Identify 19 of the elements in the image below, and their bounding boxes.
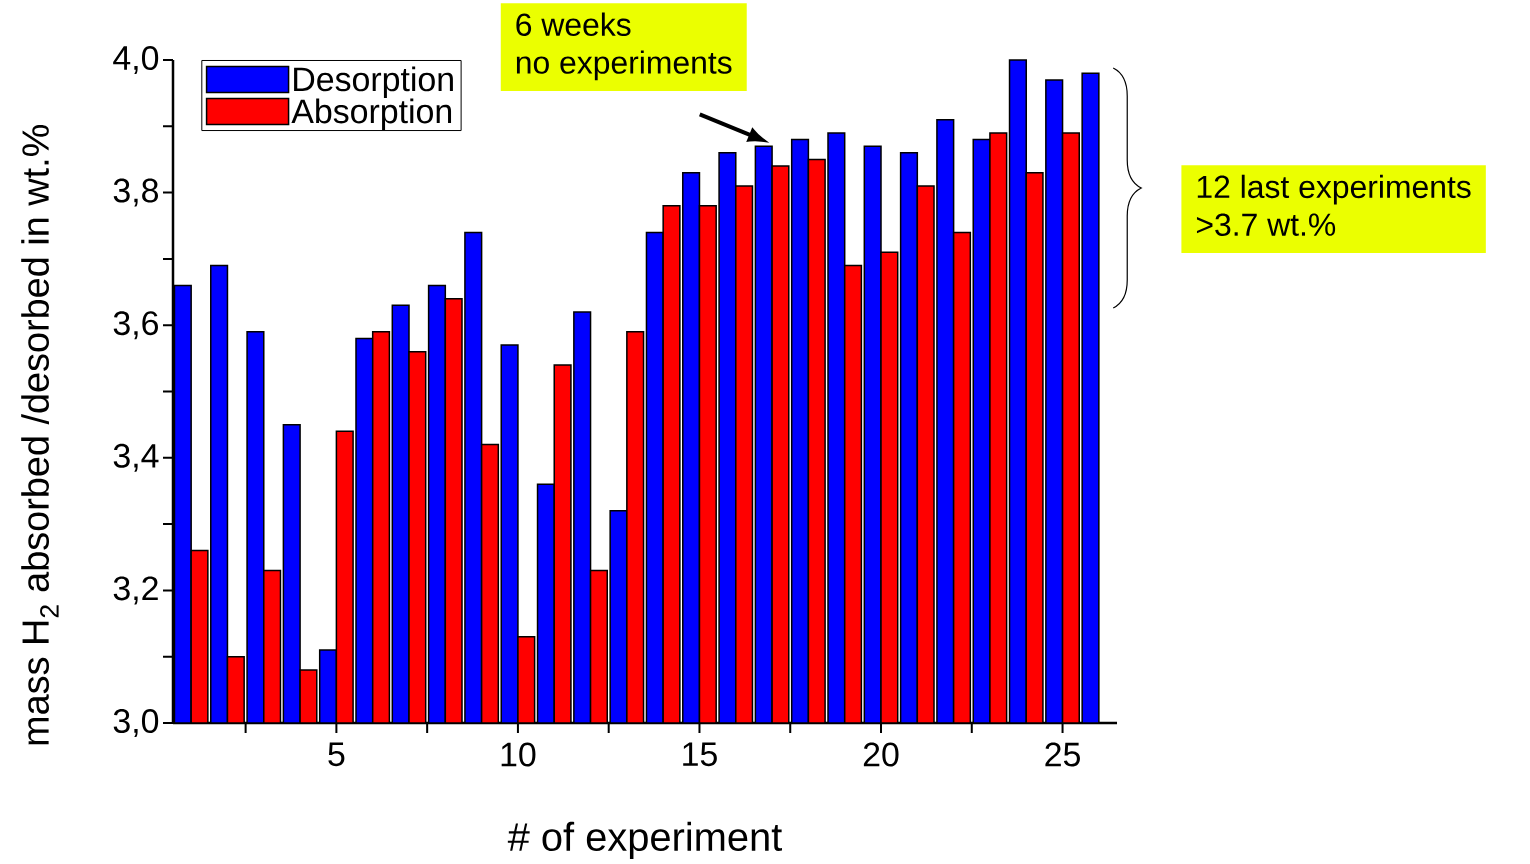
annotation: no experiments	[516, 50, 732, 81]
y-axis-title: mass H$_{2}$ absorbed /desorbed in wt.%	[21, 125, 59, 745]
x-tick-label: 5	[328, 742, 345, 767]
x-tick-label: 15	[683, 742, 717, 767]
x-tick-label: 25	[1045, 742, 1080, 767]
text: 6 weeks	[516, 12, 631, 36]
x-tick-label: 20	[863, 742, 899, 767]
legend-label: Absorption	[291, 98, 452, 131]
legend-label: Desorption	[294, 66, 453, 99]
y-tick-label: 3,2	[113, 576, 158, 605]
x-axis-title: # of experiment	[507, 821, 782, 859]
y-tick-label: 3,0	[113, 709, 159, 737]
y-tick-label: 3,8	[113, 178, 159, 207]
text: >3.7 wt.%	[1196, 213, 1336, 236]
y-tick-label: 3,6	[113, 311, 158, 340]
text: 12 last experiments	[1197, 174, 1471, 205]
x-tick-label: 10	[501, 742, 536, 767]
y-tick-label: 4,0	[113, 45, 159, 74]
y-tick-label: 3,4	[113, 443, 159, 472]
